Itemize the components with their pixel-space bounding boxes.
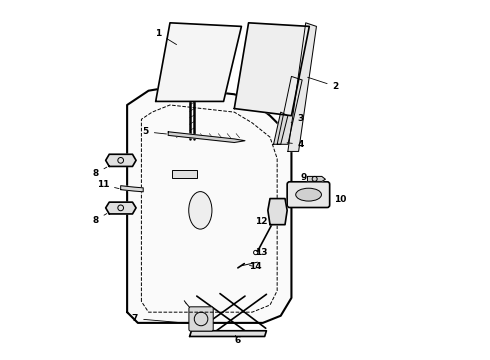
Polygon shape <box>121 186 143 192</box>
Polygon shape <box>288 23 317 152</box>
Text: 1: 1 <box>155 29 176 45</box>
Ellipse shape <box>189 192 212 229</box>
Text: 13: 13 <box>255 248 268 257</box>
Text: 8: 8 <box>93 213 107 225</box>
FancyBboxPatch shape <box>287 182 330 207</box>
Polygon shape <box>308 176 325 181</box>
Text: 11: 11 <box>97 180 119 189</box>
Text: 9: 9 <box>300 173 314 182</box>
Text: 14: 14 <box>249 262 261 271</box>
Text: 4: 4 <box>287 140 304 149</box>
FancyBboxPatch shape <box>189 307 213 331</box>
Text: 10: 10 <box>326 195 346 204</box>
Polygon shape <box>127 87 292 323</box>
Polygon shape <box>106 202 136 214</box>
Bar <box>172 170 197 178</box>
Polygon shape <box>277 76 302 144</box>
Polygon shape <box>168 132 245 143</box>
Ellipse shape <box>296 188 321 201</box>
Text: 6: 6 <box>234 336 240 345</box>
Text: 7: 7 <box>132 314 189 323</box>
Text: 5: 5 <box>143 127 167 136</box>
Polygon shape <box>156 23 242 102</box>
Text: 8: 8 <box>93 167 107 178</box>
Text: 12: 12 <box>255 212 270 226</box>
Text: 2: 2 <box>308 77 339 91</box>
Polygon shape <box>190 331 267 337</box>
Polygon shape <box>268 199 287 225</box>
Polygon shape <box>106 154 136 166</box>
Polygon shape <box>234 23 309 116</box>
Text: 3: 3 <box>291 114 304 123</box>
Polygon shape <box>273 112 288 144</box>
